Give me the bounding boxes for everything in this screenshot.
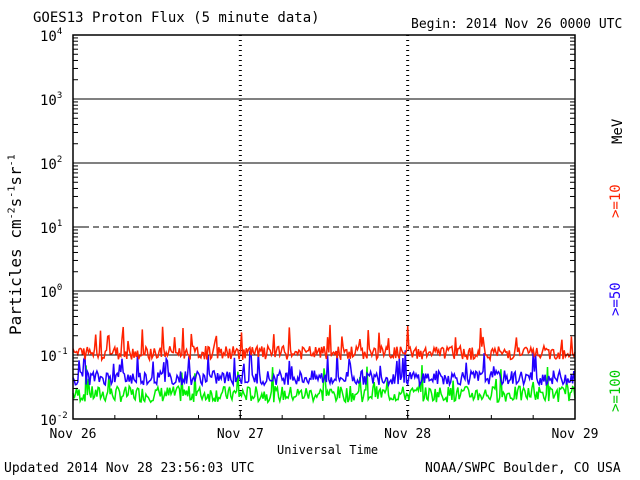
y-tick-label: 102	[40, 155, 62, 173]
x-tick-label: Nov 28	[384, 427, 431, 442]
credit-label: NOAA/SWPC Boulder, CO USA	[425, 461, 621, 476]
y-tick-label: 100	[40, 283, 62, 301]
x-tick-label: Nov 26	[50, 427, 97, 442]
begin-time-label: Begin: 2014 Nov 26 0000 UTC	[411, 17, 623, 32]
chart-title: GOES13 Proton Flux (5 minute data)	[33, 10, 320, 26]
y-tick-label: 10-2	[40, 411, 68, 429]
x-axis-label: Universal Time	[277, 443, 379, 457]
y-tick-label: 104	[40, 27, 62, 45]
x-tick-label: Nov 27	[217, 427, 264, 442]
series-line-0	[72, 324, 576, 363]
x-tick-label: Nov 29	[552, 427, 599, 442]
y-tick-label: 101	[40, 219, 62, 237]
series-line-1	[72, 350, 576, 388]
updated-time-label: Updated 2014 Nov 28 23:56:03 UTC	[4, 461, 255, 476]
y-tick-label: 10-1	[40, 347, 68, 365]
y-tick-label: 103	[40, 91, 62, 109]
series-line-2	[72, 365, 576, 405]
